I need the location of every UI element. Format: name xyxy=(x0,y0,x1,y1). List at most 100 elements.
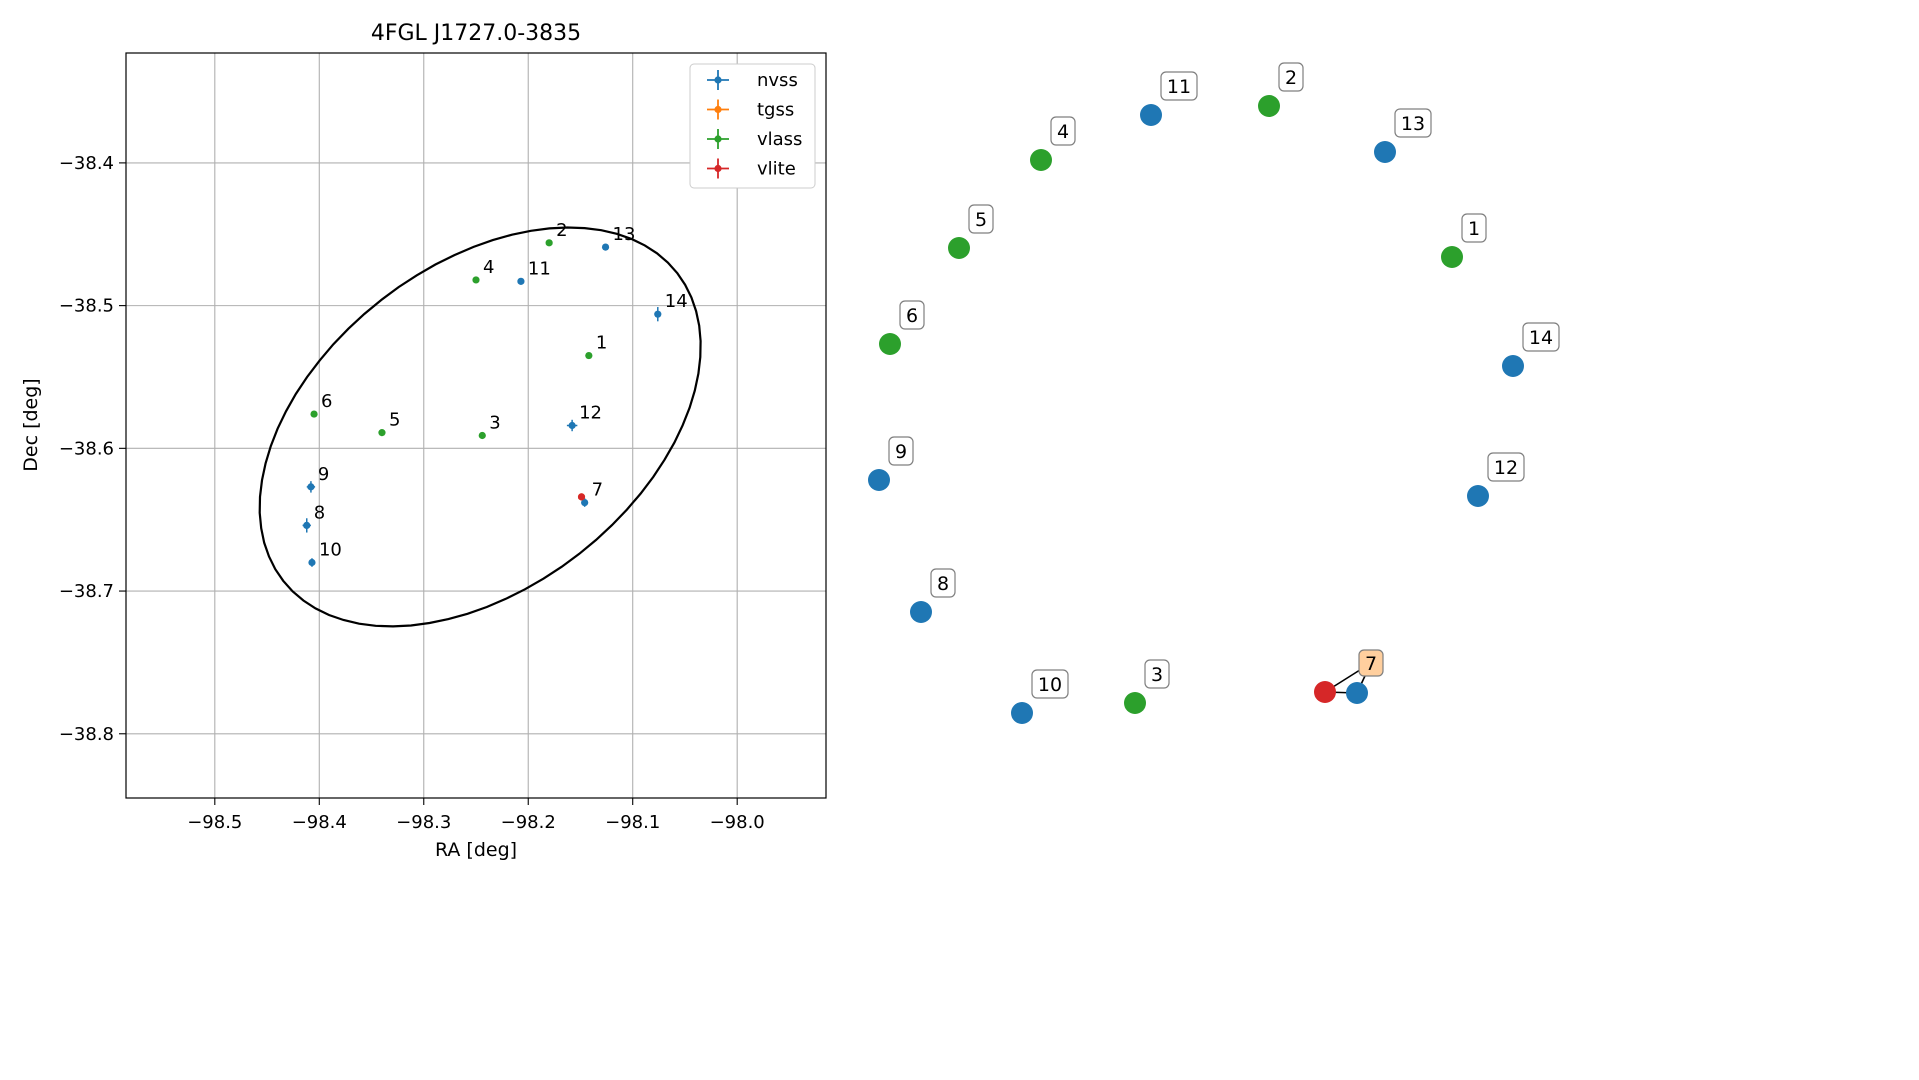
node-label: 8 xyxy=(937,573,949,595)
node-marker xyxy=(948,237,970,259)
node-marker xyxy=(1502,355,1524,377)
data-point-vlite-7 xyxy=(577,493,586,501)
data-point-nvss-11 xyxy=(517,277,525,285)
x-tick-label: −98.2 xyxy=(501,812,556,833)
y-axis-label: Dec [deg] xyxy=(20,378,42,471)
data-point-nvss-10 xyxy=(308,558,316,567)
node-marker xyxy=(1346,682,1368,704)
point-marker xyxy=(303,521,311,530)
node-label: 11 xyxy=(1167,76,1191,98)
point-label: 4 xyxy=(483,257,494,278)
point-marker xyxy=(601,243,610,251)
point-label: 1 xyxy=(596,333,607,354)
point-marker xyxy=(545,239,553,247)
point-label: 6 xyxy=(321,391,332,412)
graph-node-r7 xyxy=(1314,681,1336,703)
x-tick-label: −98.5 xyxy=(187,812,242,833)
y-tick-label: −38.6 xyxy=(59,438,114,459)
data-point-nvss-7 xyxy=(581,498,589,507)
y-tick-label: −38.8 xyxy=(59,724,114,745)
node-marker xyxy=(868,469,890,491)
point-marker xyxy=(517,277,525,285)
node-label: 12 xyxy=(1494,457,1518,479)
graph-nodes: 11 2 4 13 5 1 6 14 9 12 8 10 3 7 xyxy=(868,62,1560,724)
node-label: 3 xyxy=(1151,664,1163,686)
node-marker xyxy=(1030,149,1052,171)
point-label: 9 xyxy=(318,464,329,485)
point-label: 12 xyxy=(579,403,602,424)
legend-entry-vlass: vlass xyxy=(707,129,802,150)
error-ellipse xyxy=(258,226,702,628)
point-label: 3 xyxy=(489,412,500,433)
y-tick-label: −38.5 xyxy=(59,296,114,317)
node-marker xyxy=(1467,485,1489,507)
point-marker xyxy=(307,483,315,491)
node-marker xyxy=(910,601,932,623)
node-label-box xyxy=(888,436,914,466)
data-point-nvss-13 xyxy=(601,243,610,251)
legend: nvss tgss vlass vlite xyxy=(689,63,816,189)
point-marker xyxy=(577,493,586,501)
node-label-box xyxy=(1031,669,1069,699)
node-label: 1 xyxy=(1468,218,1480,240)
point-marker xyxy=(568,421,576,430)
node-label: 6 xyxy=(906,305,918,327)
point-marker xyxy=(378,429,386,437)
point-marker xyxy=(581,498,589,507)
point-label: 11 xyxy=(528,258,551,279)
graph-node-g6: 6 xyxy=(879,300,925,355)
data-point-vlass-6 xyxy=(310,410,318,418)
node-label: 7 xyxy=(1365,653,1377,675)
graph-node-n12: 12 xyxy=(1467,452,1525,507)
node-label-box xyxy=(1144,659,1170,689)
graph-node-g4: 4 xyxy=(1030,116,1076,171)
graph-node-n7 xyxy=(1346,682,1368,704)
y-tick-label: −38.7 xyxy=(59,581,114,602)
legend-entry-vlite: vlite xyxy=(707,158,796,180)
point-marker xyxy=(310,410,318,418)
legend-marker xyxy=(714,105,722,114)
node-label-box xyxy=(968,204,994,234)
legend-entry-nvss: nvss xyxy=(707,70,798,91)
node-label-box xyxy=(1394,108,1432,138)
graph-node-g2: 2 xyxy=(1258,62,1304,117)
point-label: 13 xyxy=(613,224,636,245)
point-label: 14 xyxy=(665,291,688,312)
y-axis-ticks: −38.4 −38.5 −38.6 −38.7 −38.8 xyxy=(59,153,126,745)
graph-node-n10: 10 xyxy=(1011,669,1069,724)
graph-node-n14: 14 xyxy=(1502,322,1560,377)
point-marker xyxy=(308,558,316,567)
legend-marker xyxy=(714,164,722,173)
node-marker xyxy=(1258,95,1280,117)
node-label-box xyxy=(1358,649,1384,677)
data-point-nvss-12 xyxy=(566,419,578,432)
node-label-box xyxy=(899,300,925,330)
point-marker xyxy=(478,431,486,440)
data-point-vlass-3 xyxy=(478,431,486,440)
node-label: 10 xyxy=(1038,674,1062,696)
point-marker xyxy=(585,351,593,360)
x-tick-label: −98.1 xyxy=(605,812,660,833)
legend-marker xyxy=(714,76,722,84)
legend-box xyxy=(689,63,816,189)
point-label: 2 xyxy=(556,220,567,241)
node-label: 14 xyxy=(1529,327,1553,349)
data-point-nvss-14 xyxy=(654,307,662,322)
y-tick-label: −38.4 xyxy=(59,153,114,174)
point-label: 10 xyxy=(319,540,342,561)
point-marker xyxy=(654,310,662,318)
legend-label: vlass xyxy=(757,129,802,150)
graph-node-t7: 7 xyxy=(1358,649,1384,677)
node-marker xyxy=(1374,141,1396,163)
node-label-box xyxy=(1487,452,1525,482)
node-label: 5 xyxy=(975,209,987,231)
graph-node-g1: 1 xyxy=(1441,213,1487,268)
legend-label: tgss xyxy=(757,100,794,121)
x-tick-label: −98.0 xyxy=(710,812,765,833)
chart-title: 4FGL J1727.0-3835 xyxy=(371,21,581,46)
legend-label: nvss xyxy=(757,70,798,91)
point-label: 5 xyxy=(389,410,400,431)
graph-node-n13: 13 xyxy=(1374,108,1432,163)
node-marker xyxy=(1441,246,1463,268)
